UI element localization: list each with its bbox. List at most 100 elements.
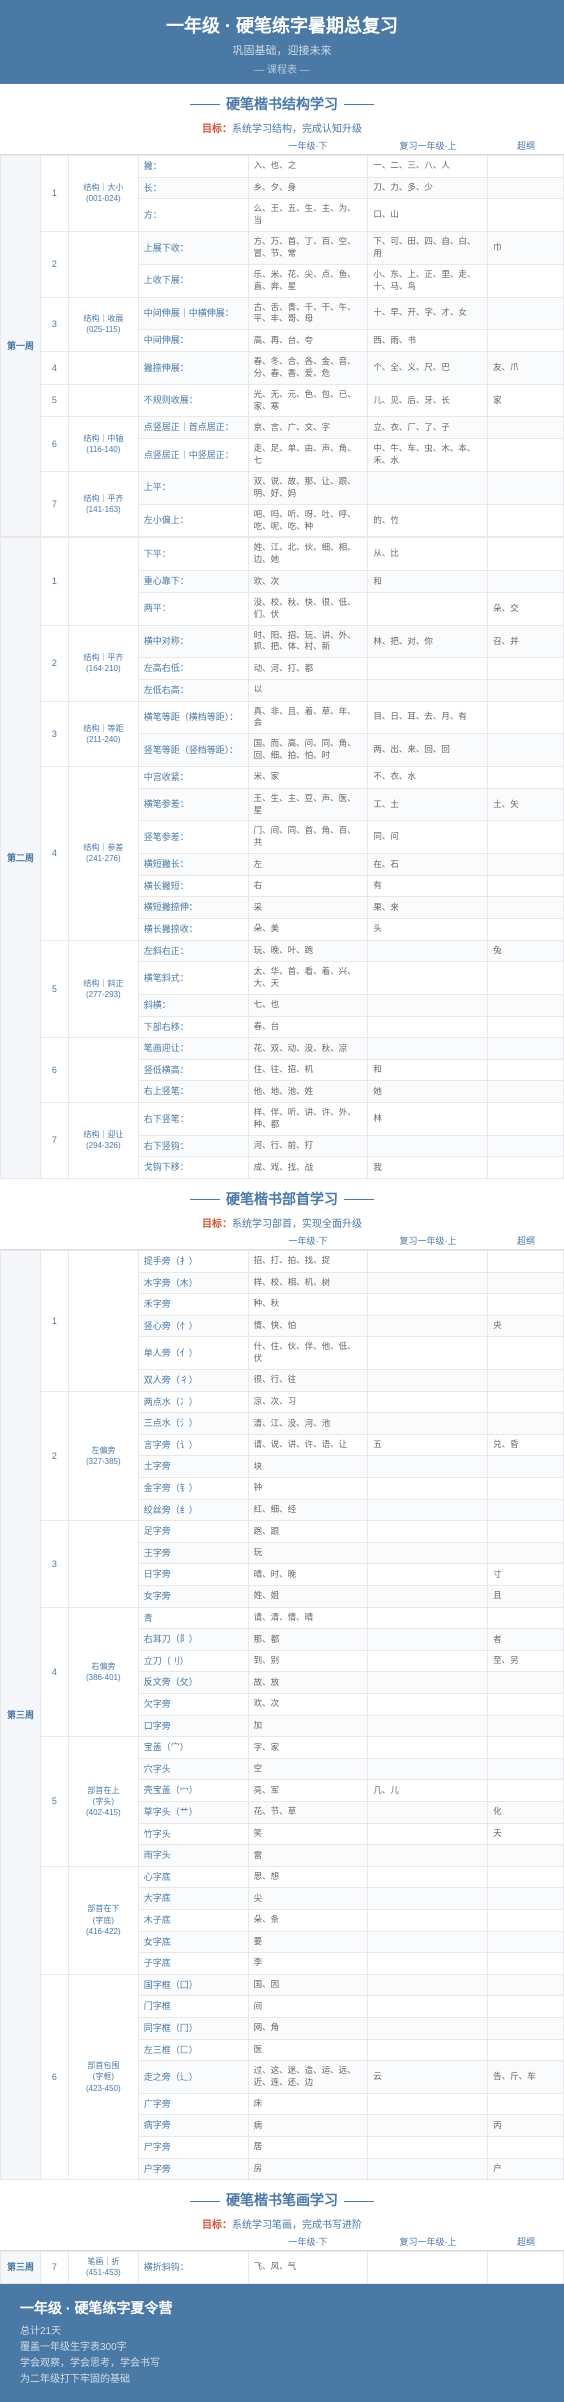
extra-cell [488, 439, 564, 472]
chars-cell: 红、细、经 [248, 1499, 368, 1521]
chars-cell: 请、说、讲、许、语、让 [248, 1434, 368, 1456]
group-cell: 结构｜大小(001-024) [68, 156, 138, 232]
column-header: 一年级·下复习一年级·上超纲 [0, 2233, 564, 2251]
topic-cell: 左高右低： [138, 658, 248, 680]
review-cell [368, 1294, 488, 1316]
topic-cell: 禾字旁 [138, 1294, 248, 1316]
footer-line: 总计21天 [20, 2324, 544, 2340]
extra-cell [488, 504, 564, 537]
chars-cell: 凉、次、习 [248, 1391, 368, 1413]
group-cell: 部首包围(字框)(423-450) [68, 1974, 138, 2180]
extra-cell: 至、另 [488, 1650, 564, 1672]
topic-cell: 横笔参差： [138, 788, 248, 821]
group-cell [68, 1521, 138, 1607]
topic-cell: 反文旁（攵） [138, 1672, 248, 1694]
review-cell: 口、山 [368, 199, 488, 232]
table-row: 7结构｜平齐(141-163)上平：双、说、故、那、让、跟、明、好、妈 [1, 471, 564, 504]
extra-cell [488, 734, 564, 767]
topic-cell: 三点水（氵） [138, 1413, 248, 1435]
review-cell [368, 1909, 488, 1931]
week-cell: 第二周 [1, 538, 41, 1179]
topic-cell: 日字旁 [138, 1564, 248, 1586]
review-cell [368, 1586, 488, 1608]
topic-cell: 王字旁 [138, 1542, 248, 1564]
chars-cell: 国、而、高、问、同、角、回、细、拍、怕、时 [248, 734, 368, 767]
chars-cell: 过、这、迷、造、运、远、近、连、还、边 [248, 2061, 368, 2094]
review-cell [368, 995, 488, 1017]
day-cell: 5 [40, 384, 68, 417]
group-cell [68, 1250, 138, 1391]
week-cell: 第三周 [1, 2252, 41, 2283]
extra-cell [488, 1542, 564, 1564]
topic-cell: 女字底 [138, 1931, 248, 1953]
table-row: 3结构｜收展(025-115)中间伸展｜中横伸展：古、舌、青、千、干、午、平、丰… [1, 297, 564, 330]
review-cell: 从、比 [368, 538, 488, 571]
extra-cell [488, 854, 564, 876]
table-row: 第二周1下平：姓、江、北、伙、细、相、边、她从、比 [1, 538, 564, 571]
topic-cell: 上展下收： [138, 231, 248, 264]
chars-cell: 双、说、故、那、让、跟、明、好、妈 [248, 471, 368, 504]
table-row: 5不规则收展：光、无、元、色、包、已、家、寒儿、见、后、牙、长家 [1, 384, 564, 417]
extra-cell [488, 962, 564, 995]
extra-cell [488, 417, 564, 439]
day-cell: 3 [40, 1521, 68, 1607]
chars-cell: 晴、时、晚 [248, 1564, 368, 1586]
extra-cell: 化 [488, 1801, 564, 1823]
review-cell: 西、雨、书 [368, 330, 488, 352]
topic-cell: 横折斜钩： [138, 2252, 248, 2283]
day-cell: 6 [40, 417, 68, 471]
chars-cell: 居 [248, 2137, 368, 2159]
group-cell: 结构｜斜正(277-293) [68, 940, 138, 1038]
topic-cell: 点竖居正｜中竖居正： [138, 439, 248, 472]
review-cell: 刀、力、多、少 [368, 177, 488, 199]
topic-cell: 国字框（囗） [138, 1974, 248, 1996]
review-cell: 工、土 [368, 788, 488, 821]
day-cell: 6 [40, 1974, 68, 2180]
topic-cell: 壳宝盖（冖） [138, 1780, 248, 1802]
section-title: 硬笔楷书笔画学习 [0, 2180, 564, 2214]
review-cell [368, 1370, 488, 1392]
chars-cell: 么、王、五、生、主、为、当 [248, 199, 368, 232]
review-cell [368, 1931, 488, 1953]
extra-cell [488, 1845, 564, 1867]
topic-cell: 下部右移： [138, 1016, 248, 1038]
table-row: 2左偏旁(327-385)两点水（冫）凉、次、习 [1, 1391, 564, 1413]
extra-cell: 兑、昏 [488, 1434, 564, 1456]
review-cell: 目、日、耳、去、月、有 [368, 701, 488, 734]
schedule-table: 第三周1提手旁（扌）招、打、拍、找、捉木字旁（木）样、校、相、机、树禾字旁种、秋… [0, 1250, 564, 2180]
chars-cell: 王、生、主、豆、声、医、星 [248, 788, 368, 821]
extra-cell: 者 [488, 1629, 564, 1651]
chars-cell: 春、台 [248, 1016, 368, 1038]
group-cell [68, 384, 138, 417]
table-row: 第三周7笔画｜折(451-453)横折斜钩：飞、风、气 [1, 2252, 564, 2283]
topic-cell: 木字旁（木） [138, 1272, 248, 1294]
extra-cell: 且 [488, 1586, 564, 1608]
schedule-table: 第一周1结构｜大小(001-024)撇：入、也、之一、二、三、八、人长：乡、夕、… [0, 155, 564, 537]
group-cell: 结构｜平齐(141-163) [68, 471, 138, 537]
chars-cell: 姓、姐 [248, 1586, 368, 1608]
topic-cell: 穴字头 [138, 1758, 248, 1780]
chars-cell: 什、住、伙、伴、他、低、伏 [248, 1337, 368, 1370]
review-cell [368, 658, 488, 680]
topic-cell: 口字旁 [138, 1715, 248, 1737]
topic-cell: 撇： [138, 156, 248, 178]
topic-cell: 上平： [138, 471, 248, 504]
chars-cell: 玩、晚、叶、跑 [248, 940, 368, 962]
topic-cell: 雨字头 [138, 1845, 248, 1867]
chars-cell: 到、别 [248, 1650, 368, 1672]
chars-cell: 时、阳、招、玩、讲、外、抓、把、体、村、新 [248, 625, 368, 658]
topic-cell: 绞丝旁（纟） [138, 1499, 248, 1521]
chars-cell: 左 [248, 854, 368, 876]
review-cell: 中、牛、车、虫、木、本、禾、水 [368, 439, 488, 472]
schedule-table: 第三周7笔画｜折(451-453)横折斜钩：飞、风、气 [0, 2251, 564, 2283]
topic-cell: 宝盖（宀） [138, 1737, 248, 1759]
topic-cell: 左低右高： [138, 679, 248, 701]
chars-cell: 姓、江、北、伙、细、相、边、她 [248, 538, 368, 571]
chars-cell: 米、家 [248, 767, 368, 789]
review-cell [368, 1607, 488, 1629]
day-cell: 3 [40, 297, 68, 351]
chars-cell: 乡、夕、身 [248, 177, 368, 199]
review-cell: 儿、见、后、牙、长 [368, 384, 488, 417]
chars-cell: 吧、吗、听、呀、吐、呼、吃、呢、吃、种 [248, 504, 368, 537]
footer-title: 一年级 · 硬笔练字夏令营 [20, 2298, 544, 2318]
